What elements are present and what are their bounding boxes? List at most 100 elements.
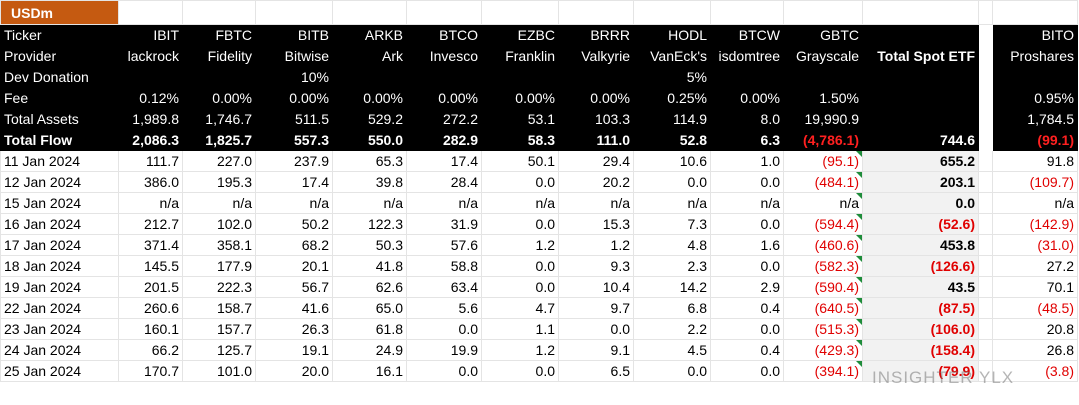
- cell: n/a: [633, 192, 711, 214]
- cell: 27.2: [992, 255, 1078, 277]
- cell: BITO: [992, 24, 1078, 46]
- cell: 6.8: [633, 297, 711, 319]
- gap-cell: [978, 255, 993, 277]
- header-row: Total Assets 1,989.8 1,746.7 511.5 529.2 272.…: [0, 108, 1078, 130]
- cell: 4.7: [481, 297, 559, 319]
- cell: [783, 66, 863, 88]
- cell: [862, 0, 979, 25]
- cell: 102.0: [182, 213, 256, 235]
- cell: 0.0: [481, 255, 559, 277]
- cell: n/a: [118, 192, 183, 214]
- cell: 158.7: [182, 297, 256, 319]
- gap-cell: [978, 150, 993, 172]
- cell: 43.5: [862, 276, 979, 298]
- cell: (87.5): [862, 297, 979, 319]
- cell: 103.3: [558, 108, 634, 130]
- cell: (484.1): [783, 171, 863, 193]
- cell: 15.3: [558, 213, 634, 235]
- cell: 1,746.7: [182, 108, 256, 130]
- cell: 453.8: [862, 234, 979, 256]
- cell: [862, 87, 979, 109]
- cell: (460.6): [783, 234, 863, 256]
- cell: 1.50%: [783, 87, 863, 109]
- cell: 20.2: [558, 171, 634, 193]
- cell: 0.00%: [710, 87, 784, 109]
- row-label: Total Assets: [0, 108, 119, 130]
- cell: [783, 0, 863, 25]
- gap-cell: [978, 234, 993, 256]
- header-row: Fee 0.12% 0.00% 0.00% 0.00% 0.00% 0.00% 0.00% 0.…: [0, 87, 1078, 109]
- cell: Bitwise: [255, 45, 333, 67]
- gap-cell: [978, 45, 993, 67]
- cell: [862, 24, 979, 46]
- cell: 0.0: [710, 318, 784, 340]
- row-label: Fee: [0, 87, 119, 109]
- cell: 0.00%: [255, 87, 333, 109]
- cell: 6.5: [558, 360, 634, 382]
- cell: 0.0: [558, 318, 634, 340]
- cell: 1.6: [710, 234, 784, 256]
- data-row: 25 Jan 2024 170.7 101.0 20.0 16.1 0.0 0.0 6.5 0.…: [0, 360, 1078, 382]
- cell: 39.8: [332, 171, 407, 193]
- cell: (142.9): [992, 213, 1078, 235]
- cell: 6.3: [710, 129, 784, 151]
- gap-cell: [978, 171, 993, 193]
- data-row: 15 Jan 2024 n/a n/a n/a n/a n/a n/a n/a n/a n/a n/…: [0, 192, 1078, 214]
- row-label: Provider: [0, 45, 119, 67]
- cell: 20.1: [255, 255, 333, 277]
- cell: 4.5: [633, 339, 711, 361]
- cell: 8.0: [710, 108, 784, 130]
- cell: 4.8: [633, 234, 711, 256]
- sheet-table: USDm Ticker IBIT FBTC BITB ARKB BTCO EZBC BRRR H…: [0, 0, 1078, 382]
- row-label: 17 Jan 2024: [0, 234, 119, 256]
- cell: [255, 0, 333, 25]
- cell: (95.1): [783, 150, 863, 172]
- cell: 0.95%: [992, 87, 1078, 109]
- cell: 195.3: [182, 171, 256, 193]
- cell: 7.3: [633, 213, 711, 235]
- cell: 9.3: [558, 255, 634, 277]
- cell: [862, 108, 979, 130]
- cell: 0.0: [710, 213, 784, 235]
- data-row: 22 Jan 2024 260.6 158.7 41.6 65.0 5.6 4.7 9.7 6.…: [0, 297, 1078, 319]
- cell: [481, 66, 559, 88]
- gap-cell: [978, 297, 993, 319]
- cell: 50.1: [481, 150, 559, 172]
- cell: 0.00%: [481, 87, 559, 109]
- cell: 26.3: [255, 318, 333, 340]
- cell: [978, 0, 993, 25]
- cell: (582.3): [783, 255, 863, 277]
- cell: 58.3: [481, 129, 559, 151]
- cell: 58.8: [406, 255, 482, 277]
- cell: (52.6): [862, 213, 979, 235]
- cell: (429.3): [783, 339, 863, 361]
- row-label: Dev Donation: [0, 66, 119, 88]
- cell: [558, 66, 634, 88]
- cell: 371.4: [118, 234, 183, 256]
- row-label: 23 Jan 2024: [0, 318, 119, 340]
- row-label: 24 Jan 2024: [0, 339, 119, 361]
- cell: (79.9): [862, 360, 979, 382]
- cell: isdomtree: [710, 45, 784, 67]
- cell: 101.0: [182, 360, 256, 382]
- cell: 0.0: [481, 360, 559, 382]
- cell: 1,784.5: [992, 108, 1078, 130]
- cell: ARKB: [332, 24, 407, 46]
- cell: 0.4: [710, 339, 784, 361]
- cell: Franklin: [481, 45, 559, 67]
- cell: 201.5: [118, 276, 183, 298]
- cell: n/a: [406, 192, 482, 214]
- cell: n/a: [332, 192, 407, 214]
- cell: 655.2: [862, 150, 979, 172]
- data-row: 18 Jan 2024 145.5 177.9 20.1 41.8 58.8 0.0 9.3 2…: [0, 255, 1078, 277]
- cell: n/a: [783, 192, 863, 214]
- cell: 5%: [633, 66, 711, 88]
- cell: (158.4): [862, 339, 979, 361]
- cell: GBTC: [783, 24, 863, 46]
- cell: (515.3): [783, 318, 863, 340]
- row-label: 19 Jan 2024: [0, 276, 119, 298]
- cell: 10%: [255, 66, 333, 88]
- cell: (109.7): [992, 171, 1078, 193]
- cell: Grayscale: [783, 45, 863, 67]
- row-label: 11 Jan 2024: [0, 150, 119, 172]
